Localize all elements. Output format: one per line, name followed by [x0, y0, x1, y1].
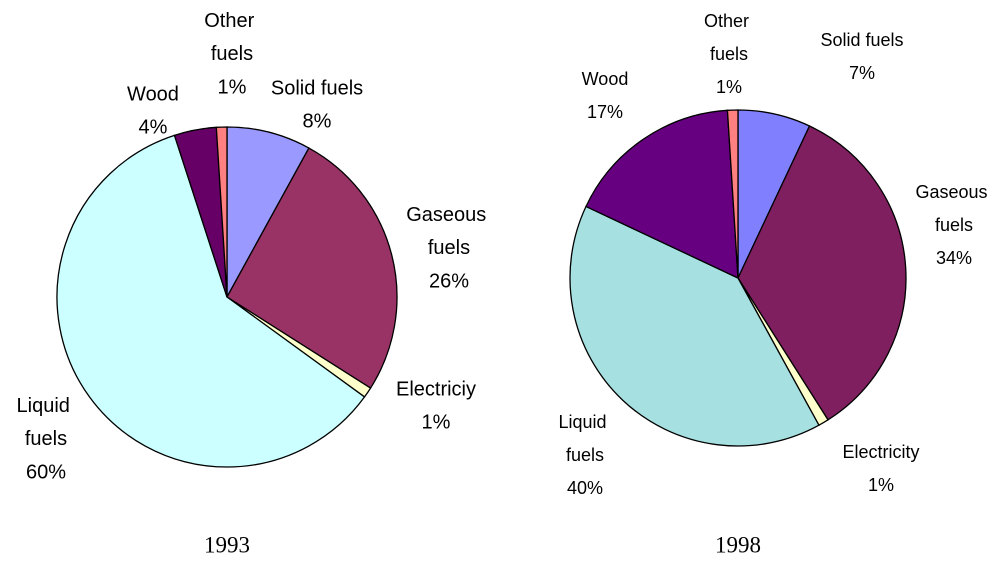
value-label: 34% — [936, 248, 972, 268]
pie-slice — [215, 126, 228, 298]
value-label: 17% — [587, 102, 623, 122]
value-label: 26% — [429, 270, 469, 292]
chart-title: 1998 — [715, 532, 761, 557]
value-label: 1% — [422, 411, 451, 433]
value-label: 1% — [716, 77, 742, 97]
slice-label: Liquid fuels — [558, 412, 611, 465]
value-label: 40% — [567, 478, 603, 498]
value-label: 4% — [139, 116, 168, 138]
pie-slice — [569, 205, 820, 447]
pie-slice — [726, 109, 739, 279]
slice-label: Gaseous fuels — [915, 182, 992, 235]
pie-slice — [737, 125, 907, 421]
chart-title: 1993 — [204, 532, 250, 557]
slice-label: Electricity — [842, 442, 919, 462]
slice-label: Gaseous fuels — [406, 204, 492, 259]
slice-label: Solid fuels — [271, 77, 363, 99]
value-label: 60% — [26, 461, 66, 483]
pie-slice — [585, 109, 739, 280]
value-label: 7% — [849, 63, 875, 83]
slice-label: Wood — [582, 69, 629, 89]
pie-slice — [56, 134, 366, 468]
pie-slice — [226, 147, 398, 389]
value-label: 8% — [303, 110, 332, 132]
slice-label: Solid fuels — [820, 30, 903, 50]
slice-label: Other fuels — [704, 11, 754, 64]
value-label: 1% — [868, 475, 894, 495]
slice-label: Electriciy — [396, 378, 476, 400]
slice-label: Other fuels — [204, 10, 260, 65]
value-label: 1% — [218, 76, 247, 98]
slice-label: Liquid fuels — [17, 395, 76, 450]
slice-label: Wood — [127, 83, 179, 105]
